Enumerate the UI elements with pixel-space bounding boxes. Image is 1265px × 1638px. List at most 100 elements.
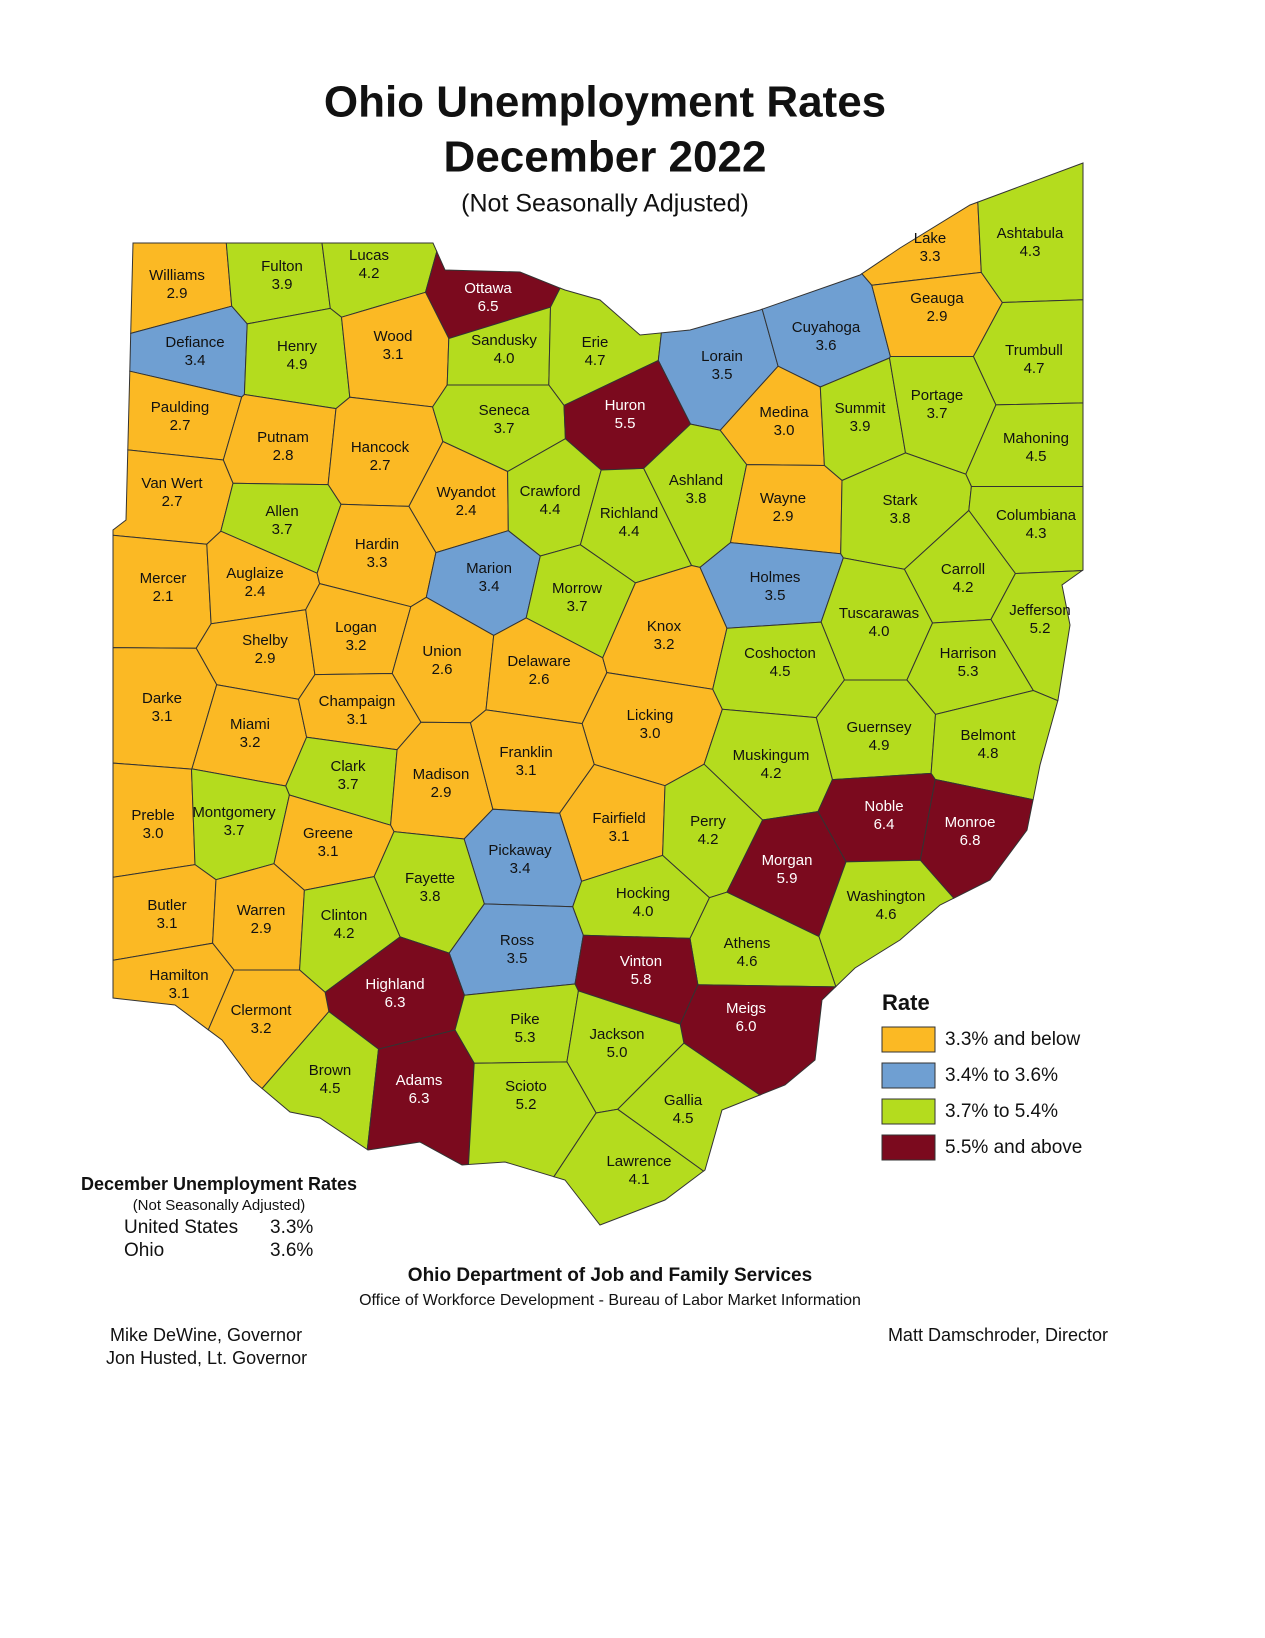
county-name: Noble	[864, 798, 903, 815]
county-name: Gallia	[664, 1092, 703, 1109]
county-name: Geauga	[910, 290, 964, 307]
county-rate: 2.9	[431, 784, 452, 801]
county-rate: 2.1	[153, 588, 174, 605]
county-rate: 4.5	[1026, 448, 1047, 465]
county-rate: 2.6	[529, 671, 550, 688]
county-rate: 3.4	[185, 352, 206, 369]
county-rate: 4.2	[359, 265, 380, 282]
county-rate: 3.0	[774, 422, 795, 439]
county-rate: 3.7	[494, 420, 515, 437]
county-name: Highland	[365, 976, 424, 993]
county-name: Belmont	[960, 727, 1016, 744]
county-rate: 4.6	[876, 906, 897, 923]
county-name: Ashland	[669, 472, 723, 489]
legend-title: Rate	[882, 990, 930, 1015]
county-rate: 3.7	[338, 776, 359, 793]
county-name: Sandusky	[471, 332, 537, 349]
county-name: Miami	[230, 716, 270, 733]
county-rate: 6.0	[736, 1018, 757, 1035]
county-name: Knox	[647, 618, 682, 635]
county-name: Hocking	[616, 885, 670, 902]
county-name: Adams	[396, 1072, 443, 1089]
county-rate: 5.0	[607, 1044, 628, 1061]
county-rate: 5.3	[515, 1029, 536, 1046]
county-rate: 3.6	[816, 337, 837, 354]
county-rate: 3.1	[347, 711, 368, 728]
county-name: Preble	[131, 807, 174, 824]
county-name: Athens	[724, 935, 771, 952]
county-rate: 3.5	[765, 587, 786, 604]
county-name: Stark	[882, 492, 918, 509]
legend-label: 3.4% to 3.6%	[945, 1065, 1058, 1086]
county-name: Butler	[147, 897, 186, 914]
county-name: Putnam	[257, 429, 309, 446]
county-rate: 3.1	[169, 985, 190, 1002]
county-rate: 3.5	[507, 950, 528, 967]
county-name: Summit	[835, 400, 887, 417]
county-name: Greene	[303, 825, 353, 842]
county-name: Defiance	[165, 334, 224, 351]
county-rate: 3.8	[420, 888, 441, 905]
county-name: Van Wert	[141, 475, 203, 492]
county-name: Hamilton	[149, 967, 208, 984]
county-name: Shelby	[242, 632, 288, 649]
legend-swatch	[881, 1062, 936, 1089]
county-rate: 4.4	[619, 523, 640, 540]
county-name: Licking	[627, 707, 674, 724]
county-name: Mahoning	[1003, 430, 1069, 447]
comparison-title: December Unemployment Rates	[81, 1174, 357, 1194]
legend: 3.3% and below 3.4% to 3.6% 3.7% to 5.4% 5.…	[881, 1026, 1082, 1161]
comparison-note: (Not Seasonally Adjusted)	[133, 1197, 306, 1214]
county-name: Trumbull	[1005, 342, 1063, 359]
county-name: Pickaway	[488, 842, 552, 859]
county-name: Seneca	[479, 402, 531, 419]
legend-label: 5.5% and above	[945, 1137, 1082, 1158]
county-rate: 3.7	[567, 598, 588, 615]
county-rate: 4.2	[761, 765, 782, 782]
county-rate: 3.4	[510, 860, 531, 877]
county-name: Monroe	[945, 814, 996, 831]
agency: Ohio Department of Job and Family Servic…	[408, 1265, 812, 1286]
comparison-value: 3.3%	[270, 1217, 313, 1238]
county-name: Scioto	[505, 1078, 547, 1095]
county-rate: 6.8	[960, 832, 981, 849]
county-name: Muskingum	[733, 747, 810, 764]
county-rate: 5.2	[516, 1096, 537, 1113]
county-rate: 4.3	[1020, 243, 1041, 260]
legend-label: 3.3% and below	[945, 1029, 1080, 1050]
county-rate: 2.4	[456, 502, 477, 519]
county-rate: 2.9	[927, 308, 948, 325]
county-name: Crawford	[520, 483, 581, 500]
county-rate: 5.3	[958, 663, 979, 680]
legend-swatch	[881, 1134, 936, 1161]
county-rate: 3.1	[152, 708, 173, 725]
county-name: Franklin	[499, 744, 552, 761]
county-rate: 3.1	[318, 843, 339, 860]
county-rate: 2.7	[162, 493, 183, 510]
county-rate: 4.2	[334, 925, 355, 942]
county-rate: 3.5	[712, 366, 733, 383]
county-name: Mercer	[140, 570, 187, 587]
county-name: Allen	[265, 503, 298, 520]
county-name: Hancock	[351, 439, 410, 456]
county-name: Wayne	[760, 490, 806, 507]
director: Matt Damschroder, Director	[888, 1325, 1108, 1345]
county-rate: 4.2	[698, 831, 719, 848]
county-name: Ross	[500, 932, 534, 949]
county-name: Wood	[374, 328, 413, 345]
county-rate: 2.9	[773, 508, 794, 525]
county-name: Darke	[142, 690, 182, 707]
county-rate: 3.2	[346, 637, 367, 654]
county-rate: 4.8	[978, 745, 999, 762]
county-rate: 3.0	[640, 725, 661, 742]
county-name: Ottawa	[464, 280, 512, 297]
county-name: Jackson	[589, 1026, 644, 1043]
county-rate: 2.9	[167, 285, 188, 302]
county-rate: 3.3	[367, 554, 388, 571]
county-name: Marion	[466, 560, 512, 577]
county-name: Lorain	[701, 348, 743, 365]
county-name: Union	[422, 643, 461, 660]
county-rate: 3.9	[850, 418, 871, 435]
county-rate: 3.1	[609, 828, 630, 845]
legend-swatch	[881, 1026, 936, 1053]
